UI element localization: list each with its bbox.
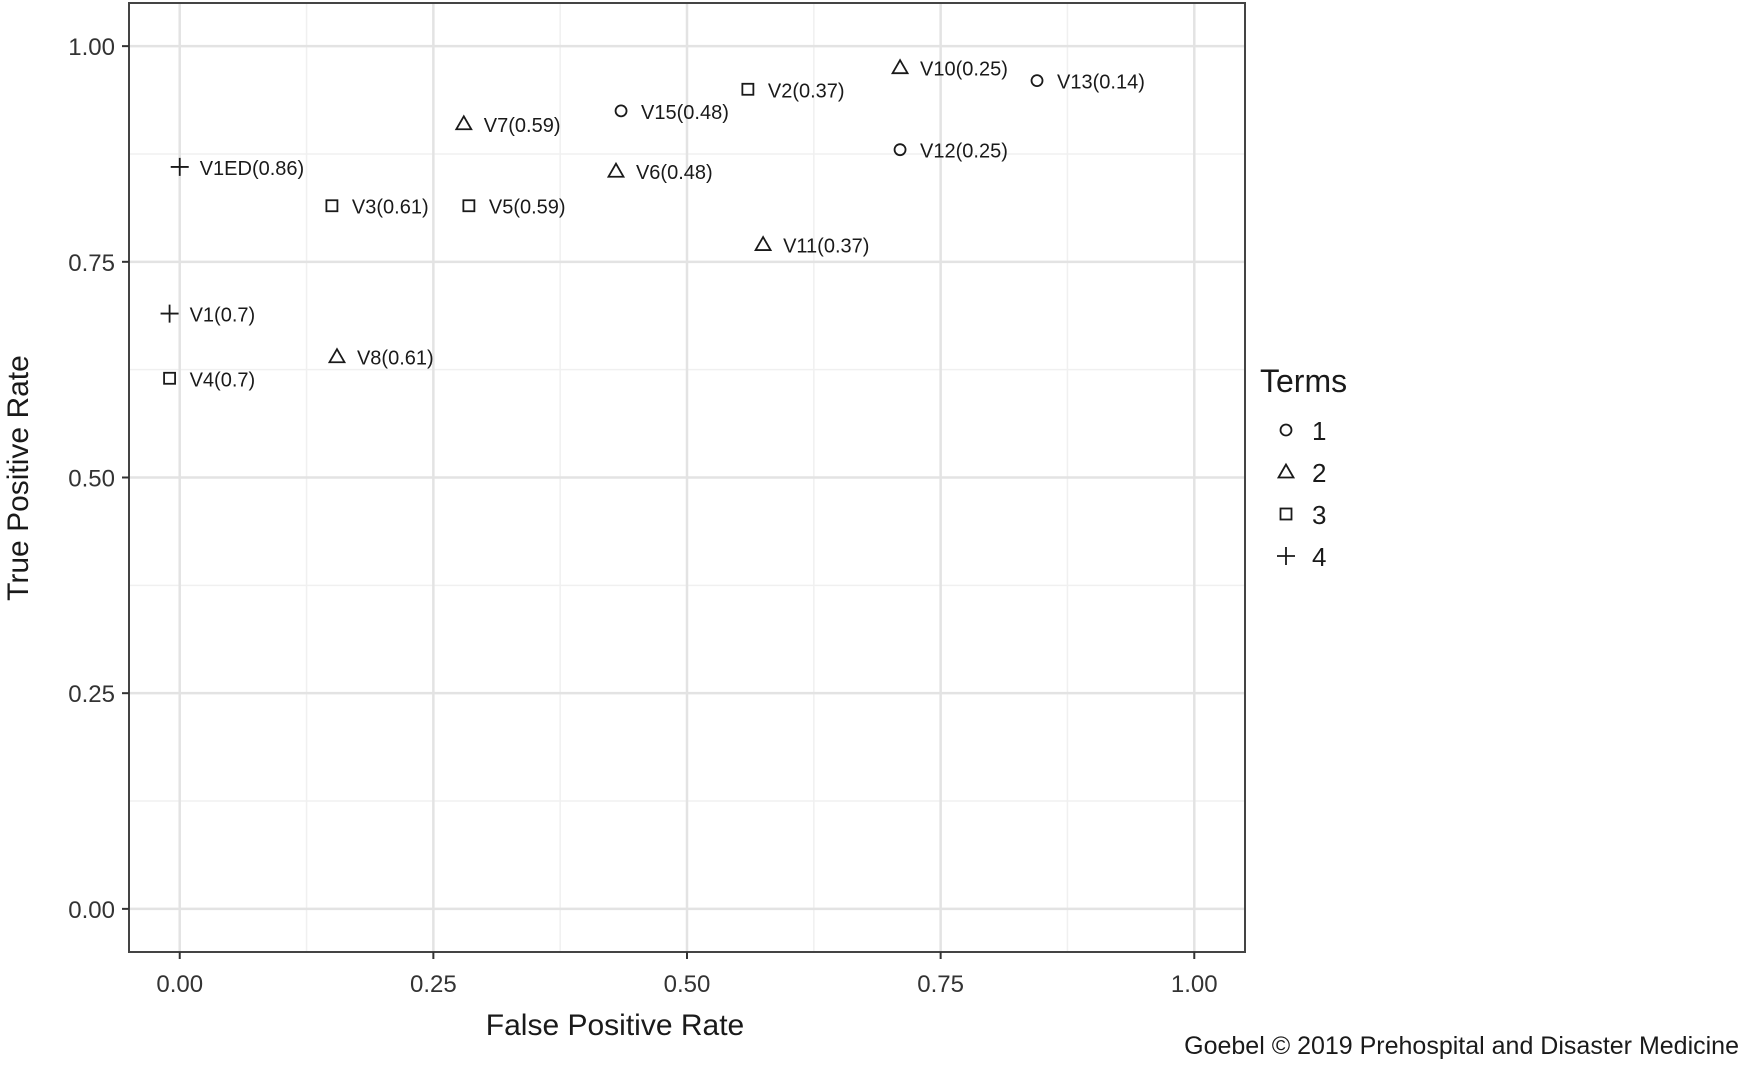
point-marker xyxy=(170,157,189,176)
point-marker xyxy=(893,143,907,157)
point-label: V5(0.59) xyxy=(489,197,566,219)
data-point: V12(0.25) xyxy=(893,141,1008,163)
y-tick-label: 0.75 xyxy=(68,250,115,277)
x-tick-label: 0.00 xyxy=(156,971,203,998)
point-marker xyxy=(741,82,755,96)
legend-label: 1 xyxy=(1312,416,1326,446)
data-point: V2(0.37) xyxy=(741,80,845,102)
point-label: V7(0.59) xyxy=(484,115,561,137)
legend: Terms 1 2 3 4 xyxy=(1260,363,1347,572)
legend-label: 4 xyxy=(1312,542,1326,572)
point-label: V1(0.7) xyxy=(190,305,256,327)
y-axis-ticks: 0.00 0.25 0.50 0.75 1.00 xyxy=(68,34,129,924)
y-tick-label: 0.25 xyxy=(68,681,115,708)
x-tick-label: 0.75 xyxy=(917,971,964,998)
point-marker xyxy=(462,199,476,213)
point-label: V8(0.61) xyxy=(357,348,434,370)
point-marker xyxy=(454,114,473,131)
data-point: V13(0.14) xyxy=(1030,72,1145,94)
point-marker xyxy=(614,104,628,118)
point-label: V11(0.37) xyxy=(783,236,869,258)
point-marker xyxy=(327,347,347,364)
point-label: V6(0.48) xyxy=(636,162,713,184)
legend-key-circle xyxy=(1279,423,1293,437)
data-point: V8(0.61) xyxy=(327,347,434,370)
data-points: V1ED(0.86) V1(0.7) V4(0.7) V3(0.61) V5(0.59)… xyxy=(160,58,1145,391)
legend-label: 2 xyxy=(1312,458,1326,488)
y-axis-title: True Positive Rate xyxy=(2,355,35,601)
point-label: V12(0.25) xyxy=(920,141,1008,163)
data-point: V5(0.59) xyxy=(462,197,566,219)
data-point: V15(0.48) xyxy=(614,102,729,124)
point-marker xyxy=(160,304,179,323)
y-tick-label: 0.50 xyxy=(68,466,115,493)
plot-panel xyxy=(128,2,1246,953)
point-label: V3(0.61) xyxy=(352,197,429,219)
x-tick-label: 0.50 xyxy=(664,971,711,998)
legend-title: Terms xyxy=(1260,363,1347,399)
data-point: V4(0.7) xyxy=(163,369,256,391)
point-label: V1ED(0.86) xyxy=(200,158,305,180)
legend-key-plus xyxy=(1277,547,1295,565)
data-point: V1(0.7) xyxy=(160,304,256,327)
x-tick-label: 1.00 xyxy=(1171,971,1218,998)
copyright-credit: Goebel © 2019 Prehospital and Disaster M… xyxy=(1184,1032,1739,1060)
point-label: V15(0.48) xyxy=(641,102,729,124)
point-marker xyxy=(1030,74,1044,88)
data-point: V10(0.25) xyxy=(890,58,1008,81)
data-point: V6(0.48) xyxy=(606,161,713,184)
data-point: V3(0.61) xyxy=(325,197,429,219)
point-marker xyxy=(754,235,773,251)
point-marker xyxy=(890,58,910,75)
y-tick-label: 0.00 xyxy=(68,897,115,924)
point-label: V13(0.14) xyxy=(1057,72,1145,94)
data-point: V1ED(0.86) xyxy=(170,157,305,180)
point-label: V4(0.7) xyxy=(190,369,256,391)
data-point: V7(0.59) xyxy=(454,114,561,137)
x-tick-label: 0.25 xyxy=(410,971,457,998)
x-axis-title: False Positive Rate xyxy=(486,1009,744,1042)
point-label: V10(0.25) xyxy=(920,59,1008,81)
data-point: V11(0.37) xyxy=(754,235,869,258)
point-marker xyxy=(163,371,176,385)
y-tick-label: 1.00 xyxy=(68,34,115,61)
legend-key-square xyxy=(1279,507,1293,521)
legend-key-triangle xyxy=(1276,462,1296,479)
legend-label: 3 xyxy=(1312,500,1326,530)
point-marker xyxy=(606,161,626,178)
x-axis-ticks: 0.00 0.25 0.50 0.75 1.00 xyxy=(156,952,1218,998)
point-marker xyxy=(325,199,339,213)
point-label: V2(0.37) xyxy=(768,80,845,102)
